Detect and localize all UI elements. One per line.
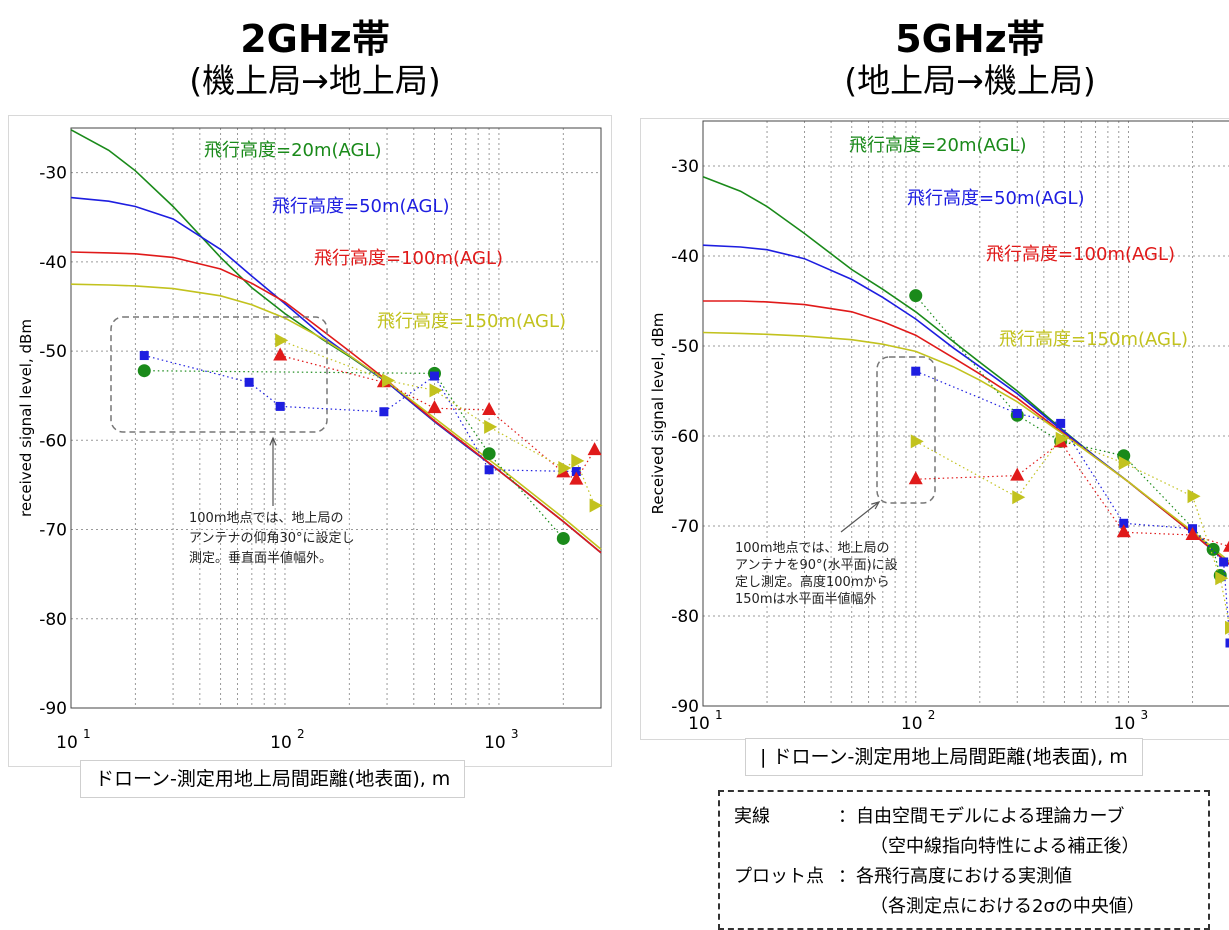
data-point-triangle-up [588, 442, 602, 455]
x-tick-exponent: 3 [1140, 708, 1148, 722]
y-tick-label: -30 [39, 164, 67, 184]
data-point-triangle-up [1010, 468, 1024, 481]
annotation-text-line: アンテナの仰角30°に設定し [189, 530, 355, 546]
legend-solid-key: 実線 [734, 802, 770, 828]
series-label-100m: 飛行高度=100m(AGL) [986, 244, 1175, 265]
legend-points-desc: ：各飛行高度における実測値 [838, 862, 1072, 888]
x-tick-exponent: 2 [928, 708, 936, 722]
series-label-100m: 飛行高度=100m(AGL) [314, 248, 503, 269]
x-tick-label: 10 [484, 733, 506, 753]
series-dotted-line [916, 371, 1229, 643]
series-label-150m: 飛行高度=150m(AGL) [999, 329, 1188, 350]
annotation-text-line: アンテナを90°(水平面)に設 [735, 557, 898, 573]
data-point-square [1013, 409, 1022, 418]
legend-solid-desc: ：自由空間モデルによる理論カーブ [838, 802, 1124, 828]
data-point-triangle-right [275, 333, 288, 347]
legend-solid-note: （空中線指向特性による補正後） [870, 832, 1139, 858]
x-axis-label-2ghz: ドローン-測定用地上局間距離(地表面), m [80, 760, 465, 798]
data-point-square [276, 402, 285, 411]
data-point-square [1226, 639, 1229, 648]
x-tick-exponent: 2 [297, 727, 305, 741]
chart-title-2ghz: 2GHz帯 (機上局→地上局) [150, 18, 480, 102]
data-point-square [1219, 558, 1228, 567]
series-dotted-line [916, 442, 1229, 546]
data-point-triangle-up [569, 472, 583, 485]
x-axis-label-5ghz: | ドローン-測定用地上局間距離(地表面), m [745, 738, 1143, 776]
series-label-50m: 飛行高度=50m(AGL) [907, 188, 1085, 209]
data-point-circle [483, 447, 496, 460]
y-tick-label: -70 [671, 517, 699, 537]
series-curve-20m [703, 177, 1229, 565]
y-tick-label: -60 [671, 427, 699, 447]
data-point-triangle-right [1012, 490, 1025, 504]
data-point-square [1056, 419, 1065, 428]
x-tick-exponent: 1 [83, 727, 91, 741]
data-point-circle [557, 532, 570, 545]
chart-panel-2ghz: -30 -40 -50 -60 -70 -80 -90 10 1 10 2 10 3 received s… [8, 115, 612, 767]
x-tick-label: 10 [56, 733, 78, 753]
series-curve-150m [703, 333, 1229, 563]
chart-title-sub: (機上局→地上局) [150, 60, 480, 102]
data-point-triangle-up [482, 402, 496, 415]
y-tick-label: -30 [671, 157, 699, 177]
data-point-square [379, 407, 388, 416]
data-point-square [430, 372, 439, 381]
series-label-50m: 飛行高度=50m(AGL) [272, 196, 450, 217]
legend-note: 実線 ：自由空間モデルによる理論カーブ （空中線指向特性による補正後） プロット… [718, 790, 1210, 930]
y-tick-label: -80 [39, 610, 67, 630]
data-point-triangle-right [1225, 621, 1229, 635]
annotation-text-line: 100m地点では、地上局の [189, 511, 343, 526]
data-point-triangle-up [428, 400, 442, 413]
legend-points-note: （各測定点における2σの中央値） [870, 892, 1145, 918]
data-point-triangle-right [911, 434, 924, 448]
y-tick-label: -60 [39, 431, 67, 451]
chart-title-main: 2GHz帯 [150, 18, 480, 60]
x-tick-exponent: 3 [511, 727, 519, 741]
y-tick-label: -90 [39, 699, 67, 719]
data-point-triangle-up [909, 471, 923, 484]
data-point-circle [138, 364, 151, 377]
y-axis-label: received signal level, dBm [17, 319, 35, 517]
annotation-arrow [841, 502, 879, 532]
series-label-20m: 飛行高度=20m(AGL) [849, 135, 1027, 156]
y-tick-label: -50 [671, 337, 699, 357]
annotation-text-line: 150mは水平面半値幅外 [735, 591, 876, 607]
x-tick-label: 10 [270, 733, 292, 753]
series-label-20m: 飛行高度=20m(AGL) [204, 140, 382, 161]
y-tick-label: -40 [671, 247, 699, 267]
y-tick-label: -80 [671, 607, 699, 627]
data-point-square [245, 378, 254, 387]
y-tick-label: -50 [39, 342, 67, 362]
series-curve-100m [71, 252, 601, 553]
y-axis-label: Received signal level, dBm [649, 313, 667, 515]
annotation-text-line: 定し測定。高度100mから [735, 574, 889, 590]
data-point-square [140, 351, 149, 360]
chart-2ghz: -30 -40 -50 -60 -70 -80 -90 10 1 10 2 10 3 received s… [9, 116, 611, 766]
series-label-150m: 飛行高度=150m(AGL) [377, 311, 566, 332]
data-point-circle [909, 289, 922, 302]
chart-title-sub: (地上局→機上局) [800, 60, 1140, 102]
data-point-square [911, 367, 920, 376]
data-point-square [485, 465, 494, 474]
x-tick-label: 10 [1114, 714, 1136, 734]
data-point-triangle-right [484, 420, 497, 434]
x-tick-label: 10 [688, 714, 710, 734]
chart-title-main: 5GHz帯 [800, 18, 1140, 60]
x-tick-exponent: 1 [715, 708, 723, 722]
annotation-text-line: 100m地点では、地上局の [735, 541, 889, 556]
legend-points-key: プロット点 [734, 862, 824, 888]
y-tick-label: -40 [39, 253, 67, 273]
y-tick-label: -70 [39, 521, 67, 541]
chart-title-5ghz: 5GHz帯 (地上局→機上局) [800, 18, 1140, 102]
x-tick-label: 10 [901, 714, 923, 734]
annotation-text-line: 測定。垂直面半値幅外。 [189, 550, 332, 566]
series-curve-50m [703, 245, 1229, 565]
series-dotted-line [916, 439, 1229, 628]
